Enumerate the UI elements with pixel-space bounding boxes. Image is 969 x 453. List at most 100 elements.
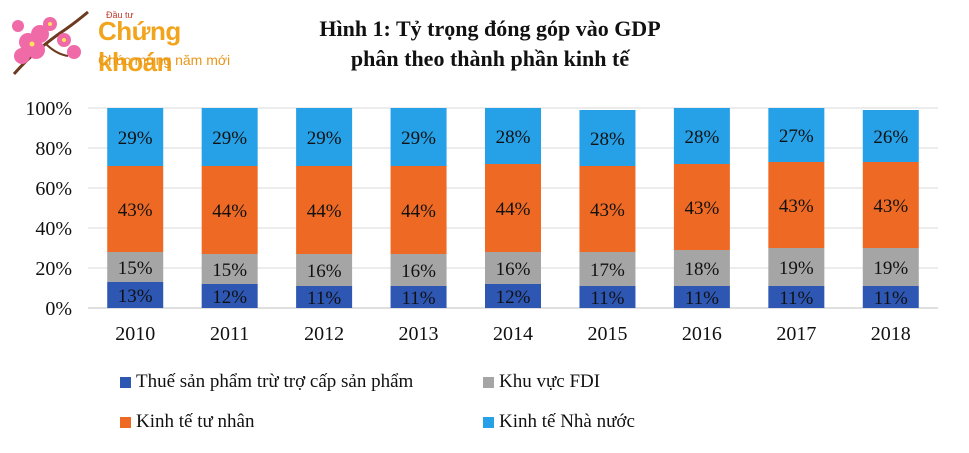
x-tick-label: 2016 — [682, 323, 722, 345]
logo-small-text: Đầu tư — [106, 10, 134, 20]
bar-segment-fdi — [862, 248, 919, 286]
logo-brand: Chứng khoán — [98, 16, 181, 77]
bar-segment-state — [579, 110, 636, 166]
x-tick-label: 2014 — [493, 323, 533, 345]
bar-segment-private — [579, 166, 636, 252]
data-label-private: 43% — [118, 200, 153, 221]
data-label-state: 28% — [590, 129, 625, 150]
bar-segment-state — [485, 108, 541, 164]
data-label-tax: 12% — [496, 287, 531, 308]
data-label-tax: 11% — [401, 288, 435, 309]
bar-segment-tax — [862, 286, 919, 308]
data-label-fdi: 19% — [873, 258, 908, 279]
legend-label-state: Kinh tế Nhà nước — [499, 411, 635, 432]
bar-segment-tax — [296, 286, 353, 308]
chart-subtitle: phân theo thành phần kinh tế — [350, 46, 630, 71]
bar-segment-state — [201, 108, 258, 166]
x-tick-label: 2017 — [776, 323, 816, 345]
data-label-private: 44% — [212, 201, 247, 222]
y-tick-label: 40% — [35, 218, 72, 240]
y-tick-label: 0% — [45, 298, 72, 320]
data-label-fdi: 18% — [684, 259, 719, 280]
legend-label-tax: Thuế sản phẩm trừ trợ cấp sản phẩm — [136, 371, 414, 392]
bar-segment-state — [296, 108, 353, 166]
data-label-state: 28% — [496, 127, 531, 148]
y-tick-label: 80% — [35, 138, 72, 160]
legend-swatch-state — [483, 416, 494, 428]
bar-segment-private — [485, 164, 541, 252]
data-label-state: 29% — [307, 128, 342, 149]
data-label-tax: 12% — [212, 287, 247, 308]
bar-segment-private — [296, 166, 353, 254]
legend-label-fdi: Khu vực FDI — [499, 371, 601, 392]
bar-segment-tax — [201, 284, 258, 308]
data-label-tax: 11% — [590, 288, 624, 309]
bar-segment-private — [862, 162, 919, 248]
data-label-tax: 11% — [779, 288, 813, 309]
data-label-fdi: 19% — [779, 258, 814, 279]
data-label-private: 43% — [873, 196, 908, 217]
y-tick-label: 60% — [35, 178, 72, 200]
bar-segment-tax — [107, 282, 164, 308]
bar-segment-private — [768, 162, 825, 248]
x-tick-label: 2015 — [587, 323, 627, 345]
data-label-fdi: 16% — [307, 261, 342, 282]
x-tick-label: 2013 — [399, 323, 439, 345]
bar-segment-fdi — [579, 252, 636, 286]
chart-title: Hình 1: Tỷ trọng đóng góp vào GDP — [319, 16, 661, 41]
y-tick-label: 100% — [25, 98, 72, 120]
legend-swatch-tax — [120, 376, 131, 388]
data-label-fdi: 15% — [212, 260, 247, 281]
x-tick-label: 2012 — [304, 323, 344, 345]
data-label-tax: 11% — [307, 288, 341, 309]
bar-segment-fdi — [485, 252, 541, 284]
data-label-state: 26% — [873, 127, 908, 148]
data-label-private: 43% — [779, 196, 814, 217]
legend-item-fdi: Khu vực FDI — [483, 371, 600, 393]
data-label-private: 44% — [496, 199, 531, 220]
data-label-tax: 11% — [685, 288, 719, 309]
data-label-tax: 11% — [874, 288, 908, 309]
data-label-state: 29% — [401, 128, 436, 149]
legend-item-tax: Thuế sản phẩm trừ trợ cấp sản phẩm — [120, 371, 413, 393]
bar-segment-tax — [485, 284, 541, 308]
brand-logo: Đầu tư Chứng khoán Chúc mừng năm mới — [6, 4, 256, 84]
bar-segment-fdi — [296, 254, 353, 286]
data-label-fdi: 16% — [401, 261, 436, 282]
data-label-private: 44% — [401, 201, 436, 222]
bar-segment-fdi — [768, 248, 825, 286]
legend-item-state: Kinh tế Nhà nước — [483, 411, 635, 433]
x-tick-label: 2011 — [210, 323, 249, 345]
legend-swatch-private — [120, 416, 131, 428]
bar-segment-tax — [390, 286, 447, 308]
bar-segment-fdi — [107, 252, 164, 282]
data-label-state: 29% — [118, 128, 153, 149]
bar-segment-private — [390, 166, 447, 254]
data-label-state: 27% — [779, 126, 814, 147]
data-label-private: 44% — [307, 201, 342, 222]
x-tick-label: 2018 — [871, 323, 911, 345]
bar-segment-tax — [768, 286, 825, 308]
bar-segment-fdi — [673, 250, 730, 286]
logo-tagline: Chúc mừng năm mới — [98, 52, 231, 68]
legend-item-private: Kinh tế tư nhân — [120, 411, 254, 433]
bar-segment-tax — [673, 286, 730, 308]
bar-segment-state — [107, 108, 164, 166]
legend-swatch-fdi — [483, 376, 494, 388]
data-label-state: 28% — [684, 127, 719, 148]
x-tick-label: 2010 — [115, 323, 155, 345]
blossom-icon — [12, 10, 89, 75]
bar-segment-tax — [579, 286, 636, 308]
bar-segment-private — [673, 164, 730, 250]
bar-segment-state — [390, 108, 447, 166]
data-label-state: 29% — [212, 128, 247, 149]
bar-segment-state — [768, 108, 825, 162]
data-label-private: 43% — [590, 200, 625, 221]
bar-segment-state — [673, 108, 730, 164]
data-label-fdi: 17% — [590, 260, 625, 281]
data-label-fdi: 15% — [118, 258, 153, 279]
legend-label-private: Kinh tế tư nhân — [136, 411, 255, 432]
bar-segment-fdi — [201, 254, 258, 284]
bar-segment-private — [107, 166, 164, 252]
